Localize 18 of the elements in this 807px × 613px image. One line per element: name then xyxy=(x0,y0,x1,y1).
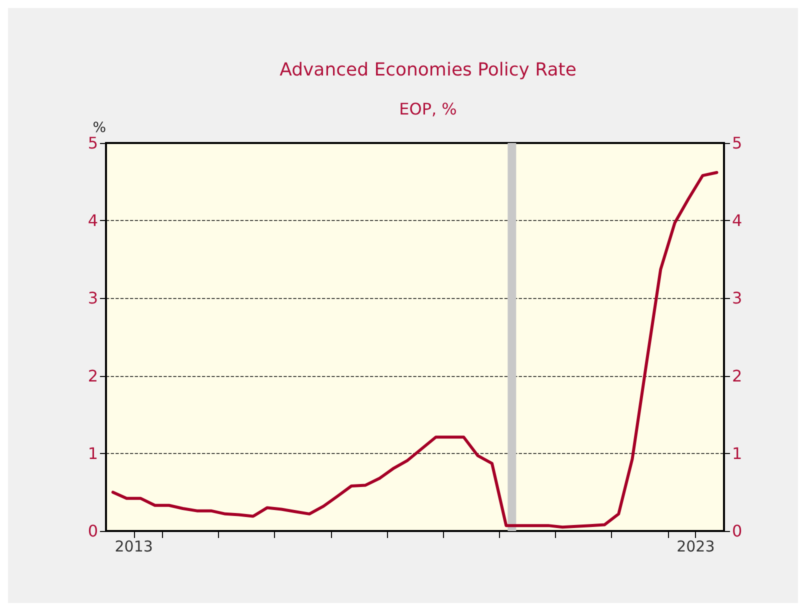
y-tick-label: 4 xyxy=(88,211,98,230)
y-tick-label: 3 xyxy=(88,288,98,308)
line-series xyxy=(111,170,718,529)
y-tick-label: 2 xyxy=(88,366,98,386)
chart-title: Advanced Economies Policy Rate xyxy=(280,60,576,80)
y-axis-title: % xyxy=(92,120,106,136)
y2-tick-label: 0 xyxy=(732,522,742,540)
y2-tick-label: 2 xyxy=(732,366,742,386)
y-tick-label: 1 xyxy=(88,444,98,463)
y2-tick-label: 4 xyxy=(732,211,742,230)
chart-subtitle: EOP, % xyxy=(399,100,457,118)
y-tick-label: 0 xyxy=(88,522,98,540)
y2-tick-label: 3 xyxy=(732,288,742,308)
x-tick-label: 2013 xyxy=(114,538,153,556)
y-tick-label: 5 xyxy=(88,134,98,152)
y2-tick-label: 5 xyxy=(732,134,742,152)
x-tick-label: 2023 xyxy=(676,538,715,556)
y2-tick-label: 1 xyxy=(732,444,742,463)
